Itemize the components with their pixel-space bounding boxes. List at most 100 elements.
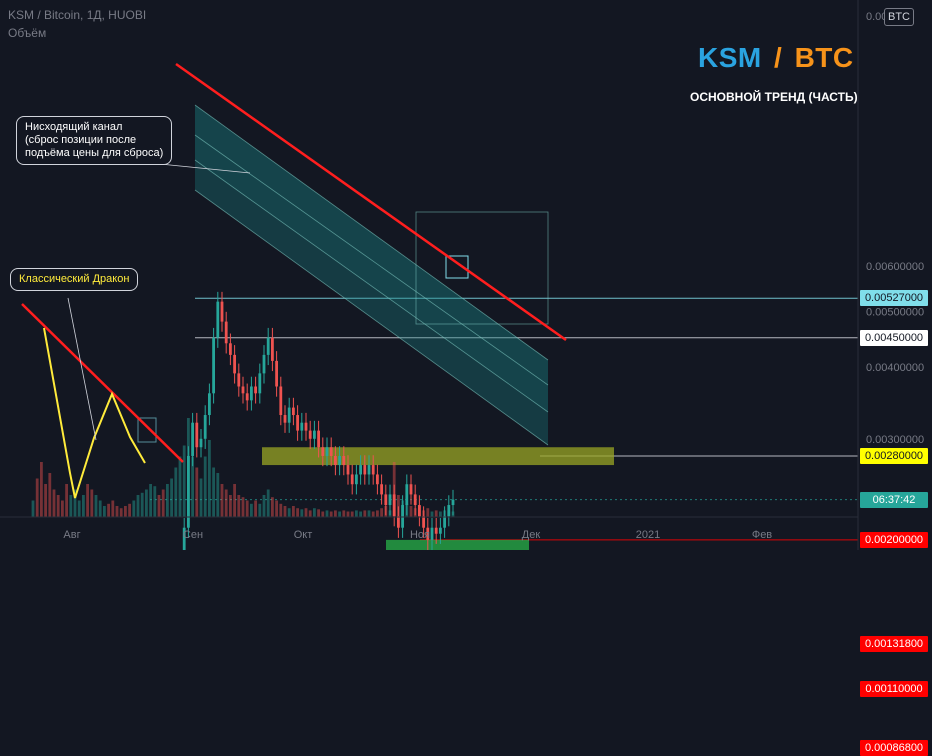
volume-bar [65,484,68,517]
volume-bar [359,511,362,517]
volume-bar [350,511,354,517]
candle-body [346,465,350,475]
candle-body [338,455,341,466]
candle-body [212,337,215,394]
candle-body [434,527,438,534]
x-tick-label: 2021 [636,529,660,541]
channel-note[interactable]: Нисходящий канал (сброс позиции после по… [16,116,173,165]
volume-bar [434,510,438,517]
y-tick-label: 0.00600000 [866,261,924,273]
candle-body [220,301,224,322]
volume-bar [44,484,47,517]
candle-body [241,386,245,394]
volume-bar [161,489,165,517]
volume-bar [279,503,283,517]
price-level-tag: 0.00131800 [860,635,928,652]
candle-body [208,393,211,416]
volume-bar [191,456,194,517]
candle-body [325,447,329,456]
currency-button[interactable]: BTC [884,8,914,26]
volume-bar [304,508,308,517]
channel-note-pointer [149,162,251,174]
volume-bar [363,510,367,517]
dragon-note[interactable]: Классический Дракон [10,268,139,291]
candle-body [388,494,392,506]
volume-bar [115,506,119,517]
price-level-tag: 0.00527000 [860,290,928,307]
volume-bar [170,478,173,517]
volume-bar [245,500,249,517]
candle-body [300,422,304,431]
volume-bar [355,510,358,517]
dragon-pattern-line [43,327,146,499]
volume-bar [40,462,43,517]
symbol-title: KSM / Bitcoin, 1Д, HUOBI [8,8,147,22]
volume-bar [334,510,337,517]
countdown-tag: 06:37:42 [860,491,928,508]
brand-btc: BTC [794,42,854,73]
candle-body [451,499,455,506]
volume-bar [61,500,64,517]
x-tick-label: Фев [752,529,772,541]
candle-body [439,527,442,534]
candle-body [430,527,434,540]
volume-bar [233,484,236,517]
brand-slash: / [774,42,783,73]
x-tick-label: Окт [294,529,313,541]
candle-body [216,301,220,338]
candle-body [413,494,417,506]
channel-note-line-2: (сброс позиции после [25,134,137,146]
volume-bar [313,508,316,517]
candle-body [182,527,186,550]
dragon-downtrend-line [21,303,184,463]
volume-bar [317,509,320,517]
volume-bar [174,467,178,517]
price-level-tag: 0.00280000 [860,447,928,464]
y-tick-label-top: 0.00 [866,11,887,23]
chart-subtitle: ОСНОВНОЙ ТРЕНД (ЧАСТЬ) [690,90,858,104]
volume-bar [132,500,136,517]
candle-body [409,484,413,495]
volume-bar [338,511,341,517]
candle-body [296,415,299,431]
price-level-tag: 0.00086800 [860,739,928,756]
volume-bar [195,467,199,517]
volume-bar [212,467,215,517]
volume-bar [241,497,245,517]
candle-body [187,455,190,528]
candle-body [329,447,333,456]
candle-body [405,484,409,506]
volume-indicator-label[interactable]: Объём [8,26,47,40]
candle-body [317,430,320,448]
candle-body [308,430,312,439]
volume-bar [56,495,60,517]
volume-bar [203,456,207,517]
volume-bar [283,506,287,517]
dragon-box [137,417,157,443]
dragon-note-pointer [67,297,97,441]
candle-body [237,373,241,387]
brand-ksm: KSM [698,42,762,73]
candle-body [258,373,262,394]
candle-body [254,386,257,394]
candle-body [195,422,199,448]
y-tick-label: 0.00300000 [866,434,924,446]
volume-bar [439,511,442,517]
x-tick-label: Сен [183,529,203,541]
candle-body [334,455,337,466]
price-level-tag: 0.00450000 [860,329,928,346]
volume-bar [220,484,224,517]
price-chart[interactable]: 0.00600000 0.00500000 0.00400000 0.00300000… [0,0,932,550]
volume-bar [321,511,325,517]
volume-bar [287,508,291,517]
candle-body [376,474,379,485]
volume-bar [199,478,203,517]
volume-bar [98,500,102,517]
volume-bar [397,495,400,517]
candle-body [342,455,346,466]
channel-and-zones [137,104,614,550]
volume-bar [208,440,211,517]
price-level-tag: 0.00110000 [860,680,928,697]
volume-bar [254,500,257,517]
volume-bar [136,495,140,517]
